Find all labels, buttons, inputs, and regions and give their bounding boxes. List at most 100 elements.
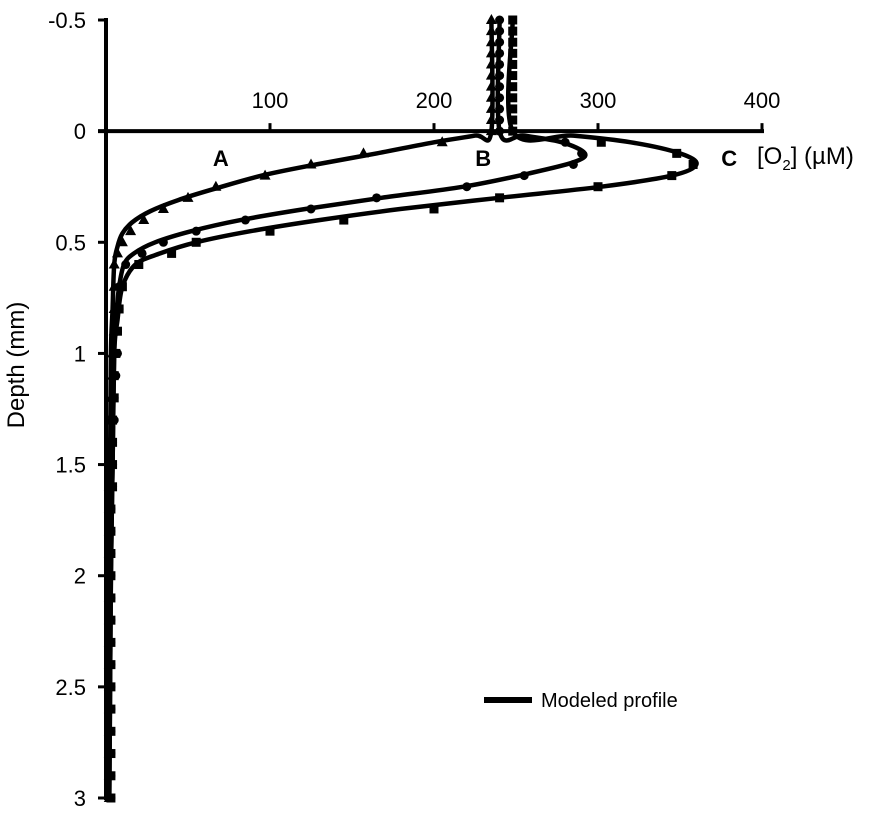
data-point-C [106,571,116,581]
data-point-A [210,180,222,191]
series-layer [103,14,699,803]
data-point-B [137,248,147,258]
data-point-C [111,348,121,358]
x-ticks: 100 200 300 400 [252,88,780,132]
curve-label-B: B [475,146,491,171]
data-point-C [106,504,116,514]
data-point-B [495,82,505,92]
data-point-C [106,637,116,647]
data-point-A [485,47,497,58]
data-point-C [596,137,606,147]
data-point-B [495,115,505,125]
data-point-A [259,169,271,180]
data-point-B [577,148,587,158]
data-point-B [495,15,505,25]
data-point-A [182,191,194,202]
data-point-C [495,193,505,203]
data-point-B [306,204,316,214]
data-point-C [508,59,518,69]
model-curve-C [107,17,699,801]
y-tick-label: 1.5 [55,453,86,478]
data-point-C [508,104,518,114]
data-point-C [508,82,518,92]
data-point-C [508,15,518,25]
data-point-B [495,26,505,36]
data-point-A [485,102,497,113]
x-tick-label: 300 [580,88,617,113]
curve-labels: A B C [213,146,737,171]
data-point-C [191,237,201,247]
y-axis-label: Depth (mm) [3,302,30,429]
data-point-C [167,248,177,258]
data-point-A [108,258,120,269]
y-tick-label: 2 [74,564,86,589]
data-point-C [429,204,439,214]
x-tick-label: 200 [416,88,453,113]
data-point-B [158,237,168,247]
data-point-C [508,115,518,125]
data-point-A [485,80,497,91]
data-point-B [462,182,472,192]
data-point-B [519,171,529,181]
data-point-B [191,226,201,236]
data-point-C [117,282,127,292]
data-point-C [112,326,122,336]
data-point-B [495,59,505,69]
y-tick-label: 2.5 [55,675,86,700]
data-point-A [485,25,497,36]
data-point-A [305,158,317,169]
data-point-C [106,771,116,781]
data-point-C [106,793,116,803]
series-C [106,15,699,803]
data-point-C [108,482,118,492]
y-tick-label: 0 [74,119,86,144]
data-point-B [495,71,505,81]
data-point-C [265,226,275,236]
data-point-A [485,69,497,80]
y-tick-label: 1 [74,341,86,366]
data-point-C [106,660,116,670]
data-point-C [508,93,518,103]
data-point-C [688,159,698,169]
data-point-B [560,137,570,147]
model-curve-A [106,17,495,801]
axes-layer [98,18,764,800]
data-point-C [667,171,677,181]
data-point-C [106,704,116,714]
data-point-B [240,215,250,225]
data-point-A [357,147,369,158]
data-point-C [108,415,118,425]
data-point-A [125,225,137,236]
data-point-C [109,393,119,403]
data-point-C [134,260,144,270]
data-point-C [508,26,518,36]
data-point-C [508,48,518,58]
data-point-C [106,726,116,736]
data-point-C [108,437,118,447]
data-point-C [106,548,116,558]
data-point-A [138,214,150,225]
y-ticks: -0.5 0 0.5 1 1.5 2 2.5 3 [48,8,106,811]
x-axis-label: [O2] (µM) [757,143,854,174]
data-point-C [593,182,603,192]
data-point-C [339,215,349,225]
data-point-A [485,58,497,69]
data-point-B [495,93,505,103]
data-point-A [485,91,497,102]
data-point-C [106,682,116,692]
data-point-B [495,104,505,114]
data-point-B [568,159,578,169]
y-tick-label: -0.5 [48,8,86,33]
data-point-C [106,593,116,603]
data-point-C [106,749,116,759]
data-point-A [485,14,497,24]
data-point-C [508,37,518,47]
data-point-B [495,37,505,47]
data-point-A [485,114,497,125]
data-point-A [436,136,448,147]
data-point-C [109,371,119,381]
y-tick-label: 3 [74,786,86,811]
y-tick-label: 0.5 [55,230,86,255]
data-point-A [157,202,169,213]
